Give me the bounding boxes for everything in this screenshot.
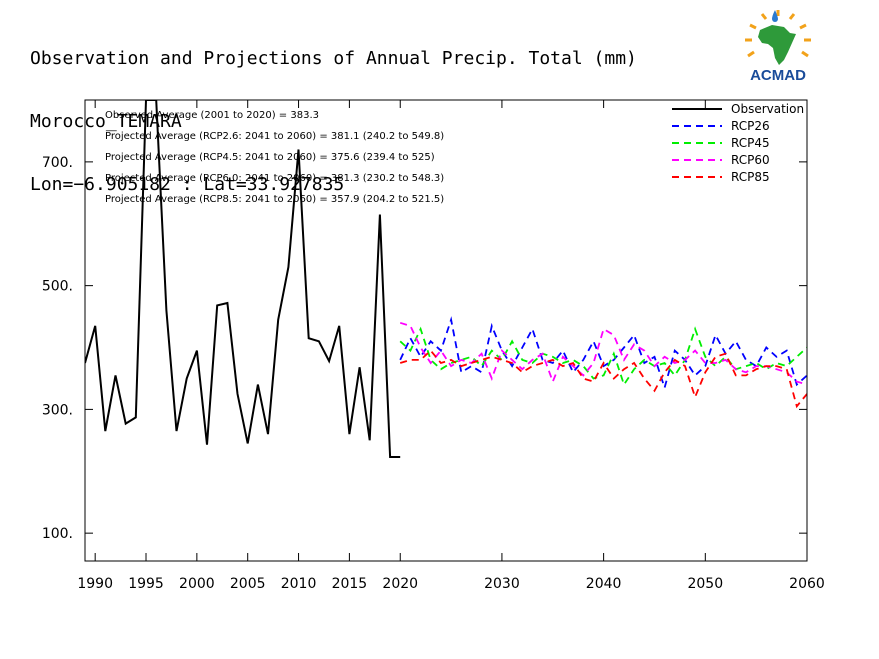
legend: Observation RCP26 RCP45 RCP60 RCP85	[672, 102, 804, 184]
annotation-rcp45-average: Projected Average (RCP4.5: 2041 to 2060)…	[105, 152, 435, 163]
x-tick-label-2060: 2060	[789, 576, 825, 592]
series-line-rcp85	[399, 349, 807, 409]
x-tick-label-2000: 2000	[179, 576, 215, 592]
y-tick-label-100: 100.	[42, 526, 73, 542]
plot-frame	[84, 99, 808, 562]
acmad-logo: ACMAD	[745, 10, 811, 84]
water-drop-icon	[772, 10, 778, 22]
annotation-rcp60-average: Projected Average (RCP6.0: 2041 to 2060)…	[105, 173, 444, 184]
annotation-rcp85-average: Projected Average (RCP8.5: 2041 to 2060)…	[105, 194, 444, 205]
y-tick-label-700: 700.	[42, 155, 73, 171]
station-coordinates: Lon=−6.905182 : Lat=33.927835	[30, 174, 345, 195]
legend-label-rcp45: RCP45	[731, 136, 770, 150]
series-line-rcp26	[399, 316, 807, 391]
series-layer	[85, 100, 807, 458]
y-tick-label-500: 500.	[42, 279, 73, 295]
x-tick-label-2020: 2020	[382, 576, 418, 592]
x-tick-label-2030: 2030	[484, 576, 520, 592]
x-tick-label-1990: 1990	[77, 576, 113, 592]
legend-label-rcp60: RCP60	[731, 153, 770, 167]
series-line-observation	[85, 100, 401, 458]
x-tick-label-2010: 2010	[281, 576, 317, 592]
station-name: Morocco_TEMARA	[30, 111, 182, 132]
legend-label-observation: Observation	[731, 102, 804, 116]
x-tick-label-2040: 2040	[586, 576, 622, 592]
annotation-block: Observed Average (2001 to 2020) = 383.3 …	[105, 110, 444, 205]
sun-rays-icon	[745, 10, 811, 58]
series-line-rcp45	[399, 326, 807, 387]
ticks-layer: 100. 300. 500. 700. 1990 1995 2000 2005 2010 2015…	[42, 100, 825, 592]
chart-title-block: Observation and Projections of Annual Pr…	[30, 6, 637, 216]
annotation-observed-average: Observed Average (2001 to 2020) = 383.3	[105, 110, 319, 121]
logo-text: ACMAD	[750, 67, 806, 84]
africa-map-icon	[758, 25, 796, 65]
x-tick-label-2050: 2050	[687, 576, 723, 592]
y-tick-label-300: 300.	[42, 402, 73, 418]
annotation-rcp26-average: Projected Average (RCP2.6: 2041 to 2060)…	[105, 131, 444, 142]
x-tick-label-2015: 2015	[332, 576, 368, 592]
chart-title: Observation and Projections of Annual Pr…	[30, 48, 637, 69]
legend-label-rcp85: RCP85	[731, 170, 770, 184]
x-tick-label-1995: 1995	[128, 576, 164, 592]
legend-label-rcp26: RCP26	[731, 119, 770, 133]
x-tick-label-2005: 2005	[230, 576, 266, 592]
